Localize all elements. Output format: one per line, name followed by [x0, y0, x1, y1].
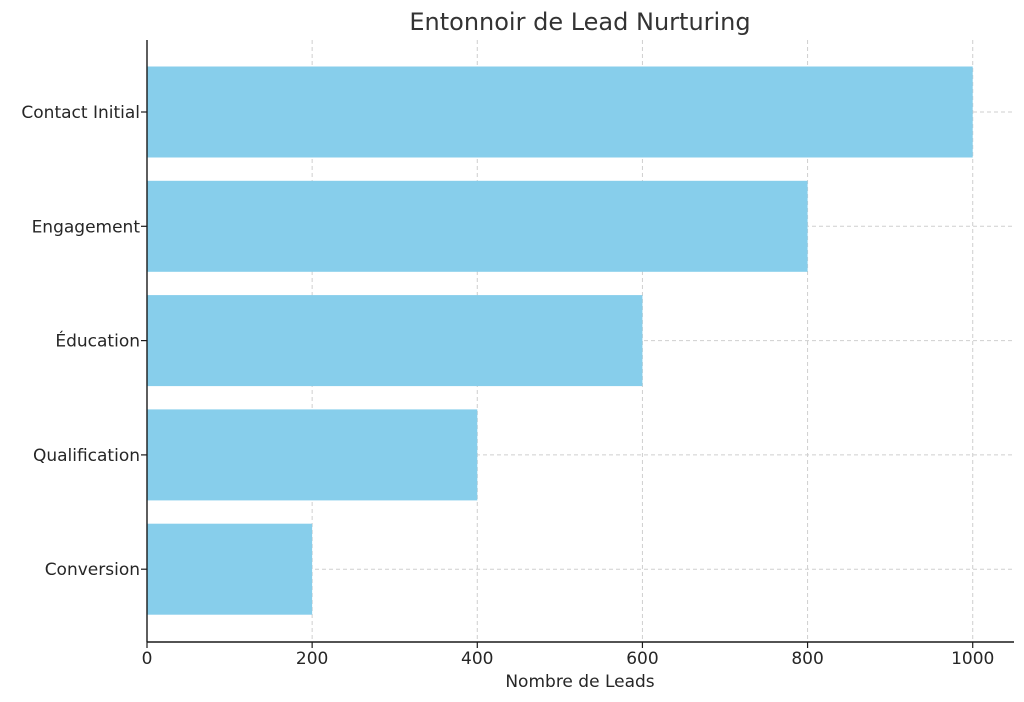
bar-0 — [147, 66, 973, 158]
category-label-0: Contact Initial — [21, 103, 140, 123]
category-label-2: Éducation — [55, 330, 140, 352]
x-tick-label-0: 0 — [142, 649, 153, 669]
category-label-4: Conversion — [45, 560, 140, 580]
bar-4 — [147, 523, 313, 615]
x-tick-label-5: 1000 — [951, 649, 994, 669]
category-label-1: Engagement — [32, 217, 141, 237]
chart-title: Entonnoir de Lead Nurturing — [409, 8, 750, 36]
bar-2 — [147, 295, 643, 387]
x-tick-label-3: 600 — [626, 649, 658, 669]
x-tick-label-2: 400 — [461, 649, 493, 669]
x-tick-label-4: 800 — [791, 649, 823, 669]
bar-1 — [147, 180, 808, 272]
bar-3 — [147, 409, 478, 501]
x-axis-ticks: 0 200 400 600 800 1000 — [142, 642, 994, 669]
x-axis-label: Nombre de Leads — [505, 672, 654, 692]
x-tick-label-1: 200 — [296, 649, 328, 669]
category-label-3: Qualification — [33, 446, 140, 466]
y-axis-ticks: Contact Initial Engagement Éducation Qualif… — [21, 103, 147, 580]
bars — [147, 66, 973, 615]
